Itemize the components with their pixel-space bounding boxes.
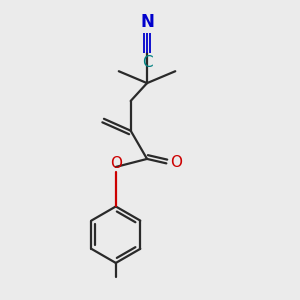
- Text: O: O: [110, 156, 122, 171]
- Text: N: N: [140, 13, 154, 31]
- Text: C: C: [142, 55, 152, 70]
- Text: O: O: [170, 155, 182, 170]
